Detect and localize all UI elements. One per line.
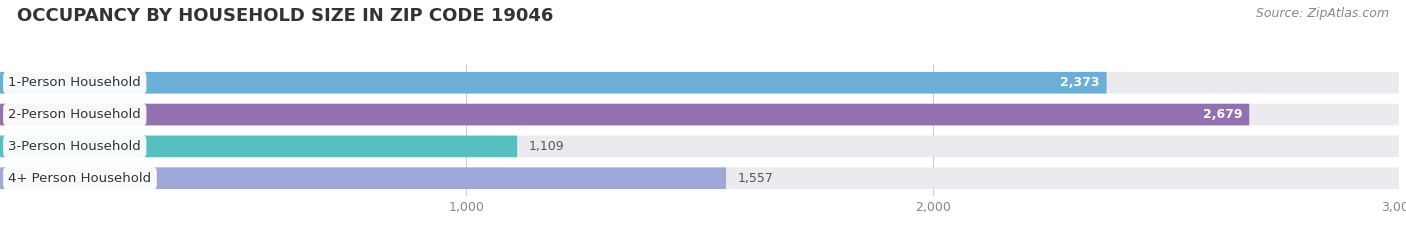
FancyBboxPatch shape — [0, 167, 1399, 189]
FancyBboxPatch shape — [0, 72, 1399, 94]
FancyBboxPatch shape — [0, 104, 1399, 125]
Text: 2,679: 2,679 — [1202, 108, 1243, 121]
Text: 2,373: 2,373 — [1060, 76, 1099, 89]
FancyBboxPatch shape — [0, 136, 517, 157]
Text: 1,109: 1,109 — [529, 140, 564, 153]
FancyBboxPatch shape — [0, 136, 1399, 157]
Text: 4+ Person Household: 4+ Person Household — [8, 172, 152, 185]
FancyBboxPatch shape — [0, 167, 725, 189]
FancyBboxPatch shape — [0, 72, 1107, 94]
Text: OCCUPANCY BY HOUSEHOLD SIZE IN ZIP CODE 19046: OCCUPANCY BY HOUSEHOLD SIZE IN ZIP CODE … — [17, 7, 553, 25]
Text: 1,557: 1,557 — [738, 172, 773, 185]
Text: Source: ZipAtlas.com: Source: ZipAtlas.com — [1256, 7, 1389, 20]
FancyBboxPatch shape — [0, 104, 1250, 125]
Text: 2-Person Household: 2-Person Household — [8, 108, 141, 121]
Text: 3-Person Household: 3-Person Household — [8, 140, 141, 153]
Text: 1-Person Household: 1-Person Household — [8, 76, 141, 89]
